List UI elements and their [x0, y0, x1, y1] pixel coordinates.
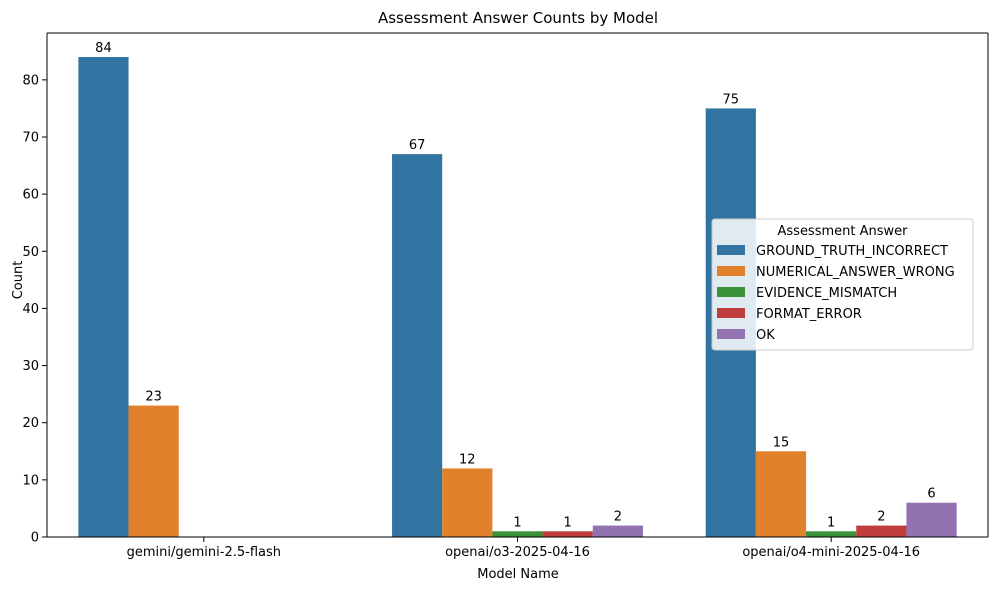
bar — [592, 525, 643, 537]
bar — [492, 531, 543, 537]
y-tick-label: 80 — [22, 73, 39, 88]
data-label: 2 — [614, 510, 622, 525]
legend-swatch — [717, 308, 745, 318]
data-label: 2 — [877, 510, 885, 525]
legend-swatch — [717, 245, 745, 255]
legend: Assessment Answer GROUND_TRUTH_INCORRECT N… — [711, 218, 974, 351]
x-tick-label: gemini/gemini-2.5-flash — [127, 545, 281, 560]
legend-entry: FORMAT_ERROR — [756, 307, 862, 322]
data-label: 15 — [773, 435, 790, 450]
bar — [78, 57, 129, 537]
x-axis-label: Model Name — [477, 567, 559, 582]
bar — [906, 502, 957, 537]
data-label: 23 — [145, 390, 162, 405]
bar — [856, 525, 907, 537]
y-tick-label: 70 — [22, 131, 39, 146]
legend-swatch — [717, 287, 745, 297]
data-label: 1 — [564, 515, 572, 530]
y-axis: 0 10 20 30 40 50 60 70 80 — [22, 33, 48, 546]
x-axis: gemini/gemini-2.5-flash openai/o3-2025-04… — [47, 536, 988, 560]
y-tick-label: 40 — [22, 302, 39, 317]
bar — [128, 405, 179, 537]
x-tick-label: openai/o3-2025-04-16 — [445, 545, 590, 560]
legend-entry: EVIDENCE_MISMATCH — [756, 286, 897, 301]
bar — [442, 468, 493, 537]
legend-swatch — [717, 266, 745, 276]
data-label: 67 — [409, 138, 426, 153]
legend-box — [711, 218, 974, 351]
legend-title: Assessment Answer — [778, 224, 909, 239]
bar — [755, 451, 807, 537]
bar — [806, 531, 857, 537]
data-label: 84 — [95, 41, 112, 56]
y-tick-label: 20 — [22, 416, 39, 431]
data-label: 6 — [927, 487, 935, 502]
y-axis-label: Count — [11, 261, 26, 300]
data-label: 1 — [513, 515, 521, 530]
y-tick-label: 0 — [31, 531, 39, 546]
legend-entry: NUMERICAL_ANSWER_WRONG — [756, 265, 955, 280]
bar — [392, 154, 443, 537]
chart-title: Assessment Answer Counts by Model — [378, 9, 658, 27]
y-tick-label: 60 — [22, 188, 39, 203]
data-label: 12 — [459, 452, 476, 467]
data-label: 1 — [827, 515, 835, 530]
y-tick-label: 50 — [22, 245, 39, 260]
bar — [542, 531, 593, 537]
y-tick-label: 10 — [22, 473, 39, 488]
legend-swatch — [717, 329, 745, 339]
y-tick-label: 30 — [22, 359, 39, 374]
x-tick-label: openai/o4-mini-2025-04-16 — [742, 545, 920, 560]
legend-entry: OK — [756, 328, 775, 343]
data-label: 75 — [723, 92, 740, 107]
legend-entry: GROUND_TRUTH_INCORRECT — [756, 244, 948, 259]
